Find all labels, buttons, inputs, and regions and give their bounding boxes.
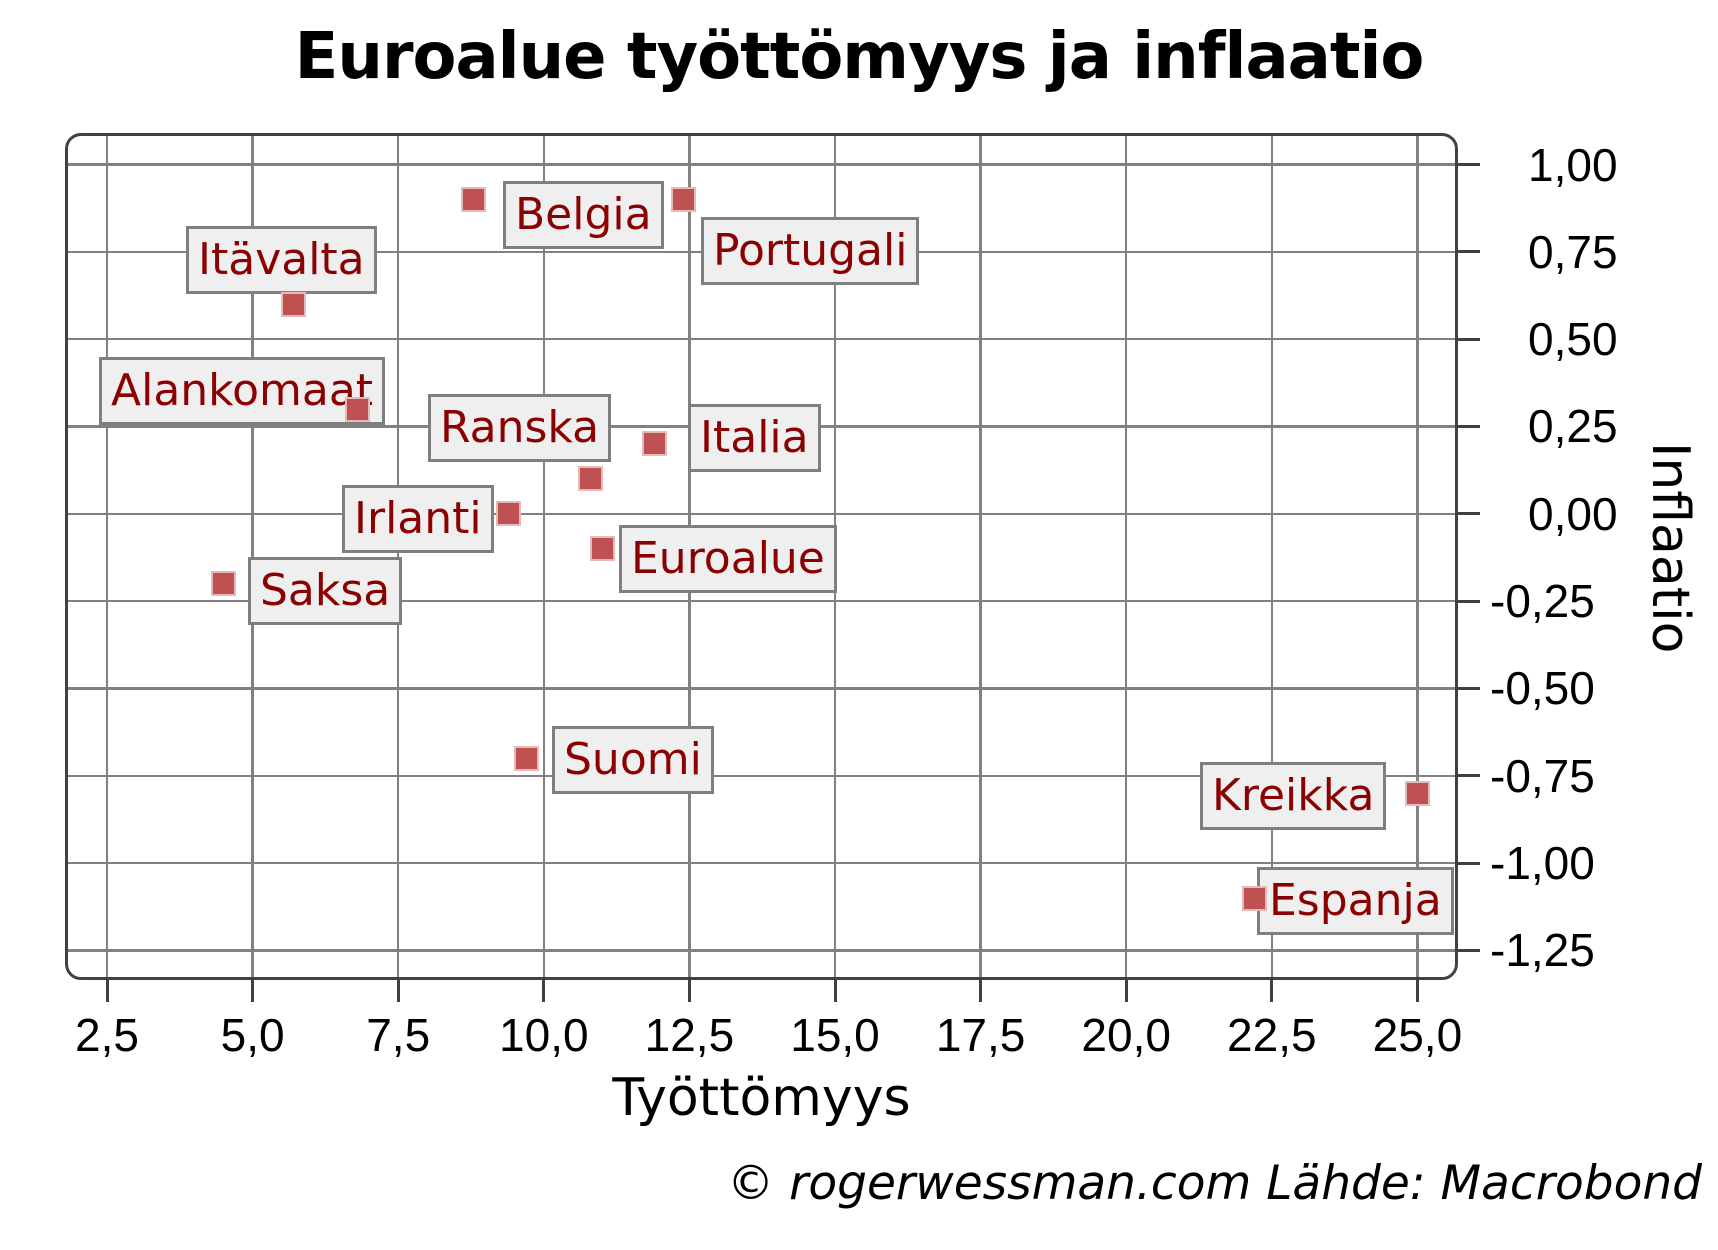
y-axis-tick: [1458, 686, 1480, 690]
gridline-horizontal: [68, 687, 1455, 690]
data-point-marker: [461, 186, 487, 212]
y-tick-label: -0,25: [1490, 575, 1595, 628]
country-label: Itävalta: [186, 226, 377, 294]
x-axis-tick: [687, 980, 691, 1002]
y-axis-tick: [1458, 163, 1480, 166]
gridline-vertical: [1124, 136, 1128, 977]
data-point-marker: [589, 536, 615, 562]
x-tick-label: 15,0: [790, 1009, 880, 1061]
gridline-vertical: [396, 136, 400, 977]
gridline-horizontal: [68, 512, 1455, 516]
x-tick-label: 10,0: [499, 1009, 589, 1061]
country-label: Euroalue: [619, 525, 837, 593]
x-axis-tick: [1270, 980, 1274, 1002]
x-tick-label: 17,5: [935, 1009, 1026, 1061]
country-label: Belgia: [503, 181, 664, 249]
x-axis-tick: [251, 980, 255, 1002]
x-tick-label: 20,0: [1081, 1009, 1171, 1061]
data-point-marker: [344, 396, 370, 422]
x-axis-tick: [979, 980, 983, 1002]
country-label: Irlanti: [342, 485, 494, 553]
x-axis-tick: [542, 980, 546, 1002]
x-axis-tick: [833, 980, 837, 1002]
gridline-horizontal: [68, 949, 1455, 952]
data-point-marker: [577, 466, 603, 492]
country-label: Saksa: [248, 557, 403, 625]
data-point-marker: [513, 745, 539, 771]
y-axis-tick: [1458, 774, 1480, 778]
y-axis-tick: [1458, 337, 1480, 341]
gridline-vertical: [979, 136, 982, 977]
data-point-marker: [671, 186, 697, 212]
data-point-marker: [1241, 885, 1267, 911]
y-tick-label: 0,50: [1528, 313, 1618, 366]
country-label: Kreikka: [1200, 762, 1387, 830]
gridline-horizontal: [68, 163, 1455, 166]
data-point-marker: [280, 291, 306, 317]
y-tick-label: -1,25: [1490, 924, 1595, 977]
gridline-horizontal: [68, 861, 1455, 865]
country-label: Ranska: [428, 394, 612, 462]
y-axis-tick: [1458, 948, 1480, 952]
y-tick-label: 0,00: [1528, 487, 1618, 540]
x-axis-tick: [105, 980, 109, 1002]
gridline-horizontal: [68, 774, 1455, 778]
data-point-marker: [210, 571, 236, 597]
y-tick-label: -0,50: [1490, 662, 1595, 715]
country-label: Espanja: [1257, 867, 1454, 935]
y-axis-tick: [1458, 861, 1480, 865]
country-label: Italia: [688, 404, 821, 472]
gridline-vertical: [542, 136, 546, 977]
x-tick-label: 22,5: [1227, 1009, 1317, 1061]
gridline-horizontal: [68, 337, 1455, 341]
x-axis-tick: [396, 980, 400, 1002]
y-tick-label: 1,00: [1528, 138, 1618, 191]
y-axis-tick: [1458, 599, 1480, 603]
x-axis-tick: [1415, 980, 1419, 1002]
y-axis-tick: [1458, 424, 1480, 428]
gridline-vertical: [1416, 136, 1419, 977]
data-point-marker: [641, 431, 667, 457]
gridline-vertical: [251, 136, 254, 977]
data-point-marker: [496, 501, 522, 527]
x-axis-title: Työttömyys: [612, 1068, 911, 1128]
y-tick-label: -0,75: [1490, 749, 1595, 802]
gridline-vertical: [105, 136, 109, 977]
country-label: Suomi: [552, 726, 714, 794]
gridline-vertical: [1270, 136, 1274, 977]
y-tick-label: -1,00: [1490, 837, 1595, 890]
y-tick-label: 0,75: [1528, 225, 1618, 278]
plot-area: Itävalta Belgia Portugali Alankomaat Ranska I…: [65, 133, 1458, 980]
x-axis-tick: [1124, 980, 1128, 1002]
attribution-text: © rogerwessman.com Lähde: Macrobond: [727, 1156, 1702, 1211]
y-axis-tick: [1458, 512, 1480, 516]
x-tick-label: 7,5: [366, 1009, 431, 1061]
data-point-marker: [1404, 780, 1430, 806]
x-tick-label: 2,5: [75, 1009, 139, 1061]
x-tick-label: 25,0: [1372, 1009, 1463, 1061]
chart-title: Euroalue työttömyys ja inflaatio: [294, 20, 1425, 94]
country-label: Alankomaat: [99, 357, 386, 425]
y-tick-label: 0,25: [1528, 400, 1618, 453]
gridline-horizontal: [68, 599, 1455, 603]
y-axis-tick: [1458, 250, 1480, 254]
x-tick-label: 12,5: [644, 1009, 735, 1061]
x-tick-label: 5,0: [220, 1009, 285, 1061]
country-label: Portugali: [701, 217, 920, 285]
y-axis-title: Inflaatio: [1640, 442, 1700, 654]
